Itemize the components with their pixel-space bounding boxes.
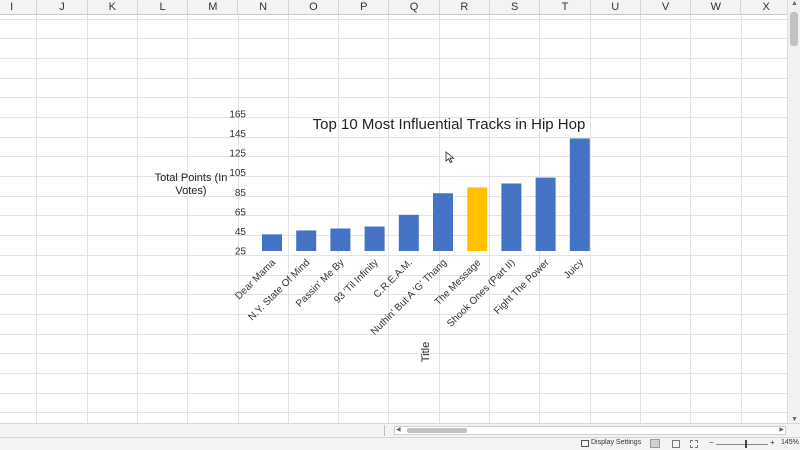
vertical-scrollbar[interactable]: ▲ ▼: [787, 0, 800, 423]
scroll-up-arrow-icon[interactable]: ▲: [791, 0, 798, 7]
column-header-t[interactable]: T: [540, 0, 591, 14]
grid-row-line: [0, 58, 787, 59]
grid-column-line: [388, 15, 390, 423]
page-layout-view-icon[interactable]: [672, 440, 680, 448]
display-settings-icon[interactable]: [581, 440, 589, 447]
grid-row-line: [0, 334, 787, 335]
zoom-in-button[interactable]: +: [770, 438, 775, 447]
column-header-k[interactable]: K: [88, 0, 138, 14]
grid-row-line: [0, 373, 787, 374]
grid-row-line: [0, 215, 787, 216]
grid-row-line: [0, 78, 787, 79]
horizontal-scroll-thumb[interactable]: [407, 428, 467, 433]
grid-column-line: [136, 15, 138, 423]
column-header-n[interactable]: N: [239, 0, 289, 14]
grid-row-line: [0, 97, 787, 98]
grid-column-line: [287, 15, 289, 423]
scroll-left-arrow-icon[interactable]: ◀: [396, 427, 401, 433]
grid-column-line: [489, 15, 490, 423]
grid-column-line: [740, 15, 742, 423]
column-header-q[interactable]: Q: [389, 0, 440, 14]
column-header-r[interactable]: R: [440, 0, 490, 14]
grid-row-line: [0, 294, 787, 295]
page-break-preview-icon[interactable]: [690, 440, 698, 448]
sheet-tab-splitter[interactable]: [384, 425, 385, 436]
grid-column-line: [36, 15, 38, 423]
grid-row-line: [0, 412, 787, 413]
cell-grid[interactable]: [0, 15, 787, 423]
display-settings-button[interactable]: Display Settings: [591, 439, 642, 446]
column-header-u[interactable]: U: [591, 0, 641, 14]
grid-column-line: [539, 15, 541, 423]
grid-row-line: [0, 314, 787, 315]
zoom-level[interactable]: 145%: [781, 439, 799, 446]
grid-row-line: [0, 275, 787, 276]
grid-column-line: [338, 15, 340, 423]
grid-row-line: [0, 255, 787, 256]
grid-row-line: [0, 19, 787, 20]
grid-row-line: [0, 196, 787, 197]
zoom-out-button[interactable]: −: [709, 438, 714, 447]
zoom-slider-thumb[interactable]: [745, 440, 747, 448]
grid-column-line: [438, 15, 440, 423]
scroll-right-arrow-icon[interactable]: ▶: [779, 427, 784, 433]
grid-row-line: [0, 117, 787, 118]
column-header-v[interactable]: V: [641, 0, 692, 14]
grid-row-line: [0, 38, 787, 39]
status-bar: Display Settings − + 145%: [0, 437, 800, 450]
column-header-x[interactable]: X: [742, 0, 792, 14]
column-header-m[interactable]: M: [188, 0, 239, 14]
scroll-down-arrow-icon[interactable]: ▼: [791, 416, 798, 423]
grid-column-line: [86, 15, 88, 423]
mouse-pointer-icon: [445, 150, 455, 164]
grid-row-line: [0, 235, 787, 236]
grid-row-line: [0, 156, 787, 157]
grid-column-line: [589, 15, 591, 423]
column-header-p[interactable]: P: [339, 0, 390, 14]
grid-column-line: [187, 15, 189, 423]
column-header-i[interactable]: I: [0, 0, 38, 14]
column-header-o[interactable]: O: [289, 0, 340, 14]
grid-row-line: [0, 137, 787, 138]
grid-column-line: [237, 15, 239, 423]
column-header-l[interactable]: L: [138, 0, 189, 14]
vertical-scroll-thumb[interactable]: [790, 12, 798, 46]
grid-row-line: [0, 176, 787, 177]
grid-row-line: [0, 393, 787, 394]
grid-column-line: [690, 15, 692, 423]
horizontal-scrollbar[interactable]: ◀ ▶: [394, 426, 786, 435]
normal-view-icon[interactable]: [650, 439, 660, 448]
grid-row-line: [0, 353, 787, 354]
zoom-slider[interactable]: [716, 444, 768, 445]
grid-column-line: [639, 15, 641, 423]
horizontal-scroll-area: ◀ ▶: [0, 423, 800, 437]
column-header-w[interactable]: W: [691, 0, 742, 14]
column-header-j[interactable]: J: [37, 0, 88, 14]
column-header-s[interactable]: S: [490, 0, 541, 14]
